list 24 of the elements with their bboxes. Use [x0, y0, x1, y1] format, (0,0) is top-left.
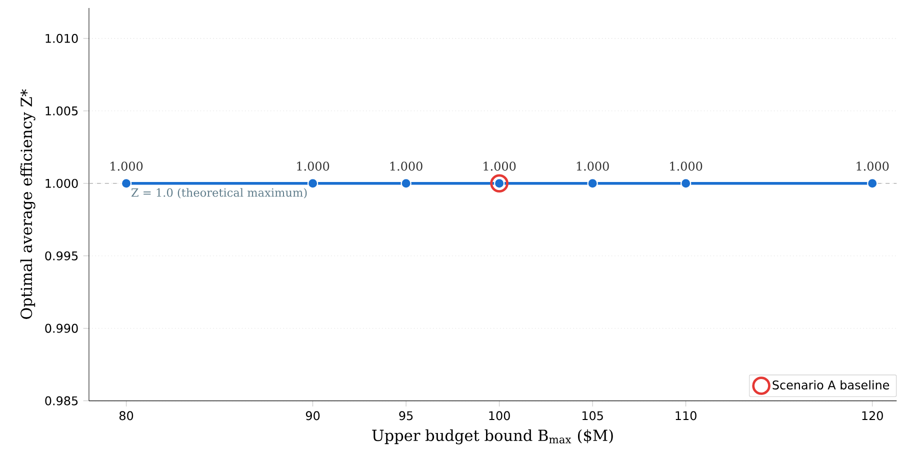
y-tick-label: 0.985: [45, 396, 78, 406]
legend-label: Scenario A baseline: [772, 380, 890, 390]
data-label: 1.000: [576, 162, 609, 171]
x-tick-label: 80: [119, 411, 134, 420]
ref-line-label: Z = 1.0 (theoretical maximum): [131, 188, 307, 199]
x-axis-title: Upper budget bound B$_{max}$ ($M): [372, 429, 613, 444]
x-tick-label: 90: [306, 411, 320, 420]
y-axis-title: Optimal average efficiency Z*: [20, 89, 36, 320]
data-label: 1.000: [484, 162, 516, 171]
x-tick-label: 95: [399, 411, 413, 420]
x-tick-label: 110: [676, 411, 696, 420]
data-label: 1.000: [856, 162, 889, 171]
y-tick-label: 1.010: [46, 34, 78, 44]
y-tick-label: 1.000: [46, 178, 78, 188]
x-tick-label: 105: [582, 411, 603, 420]
x-tick-label: 120: [862, 411, 883, 420]
data-label: 1.000: [110, 162, 143, 171]
y-tick-label: 0.990: [45, 324, 78, 333]
x-tick-label: 100: [489, 411, 510, 420]
data-label: 1.000: [390, 162, 422, 171]
y-tick-label: 1.005: [46, 106, 78, 116]
data-label: 1.000: [670, 162, 702, 171]
data-label: 1.000: [297, 162, 330, 171]
y-tick-label: 0.995: [45, 251, 78, 260]
